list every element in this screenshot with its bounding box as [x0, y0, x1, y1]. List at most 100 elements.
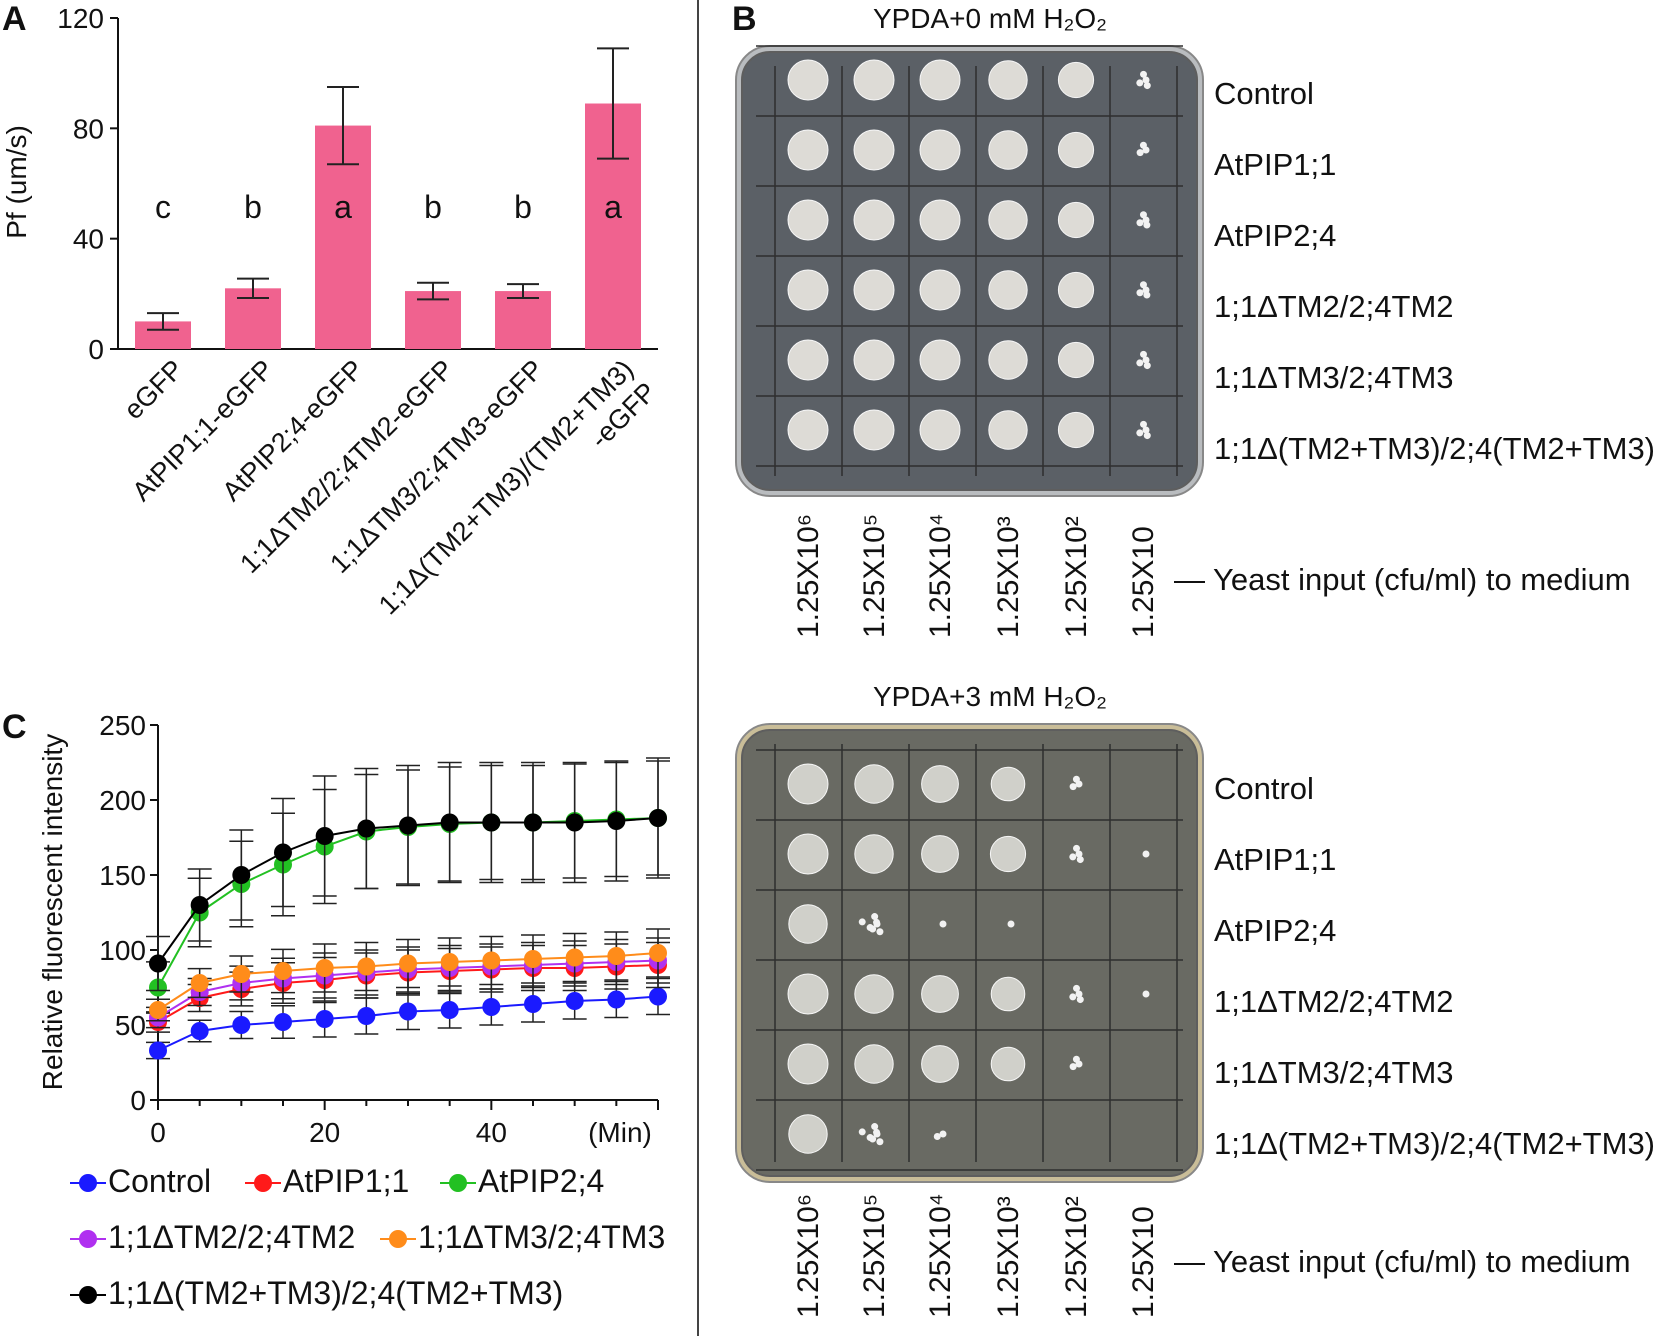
c-legend-marker — [79, 1230, 97, 1248]
b-top-colony-spot — [1057, 61, 1095, 99]
b-bottom-colony-spot — [854, 764, 894, 804]
c-y-tick-label: 250 — [99, 710, 146, 741]
b-bottom-colony-dot — [939, 1130, 947, 1138]
b-top-row-label: Control — [1214, 76, 1314, 111]
c-data-point — [315, 959, 334, 977]
b-bottom-dilution-label: 1.25X10⁴ — [924, 1193, 957, 1318]
a-category-label: eGFP — [118, 354, 189, 425]
c-data-point — [149, 954, 167, 973]
b-top-colony-spot — [919, 409, 961, 451]
c-data-point — [232, 1016, 251, 1034]
c-x-tick-label: 40 — [476, 1117, 507, 1148]
b-bottom-colony-dot — [1142, 850, 1150, 858]
b-bottom-colony-spot — [921, 975, 959, 1013]
c-data-point — [399, 816, 417, 835]
c-data-point — [274, 1013, 292, 1031]
a-significance-letter: a — [334, 189, 352, 225]
b-top-colony-spot — [988, 60, 1028, 100]
b-top-dilution-label: 1.25X10² — [1060, 516, 1093, 638]
b-top-colony-dot — [1139, 211, 1147, 219]
b-bottom-colony-dot — [876, 1138, 884, 1146]
a-significance-letter: a — [604, 189, 622, 225]
c-x-tick-label: 0 — [150, 1117, 166, 1148]
c-legend-marker — [79, 1286, 97, 1304]
c-data-point — [607, 812, 626, 830]
b-bottom-colony-dot — [1076, 856, 1084, 864]
b-bottom-colony-spot — [787, 973, 829, 1015]
b-top-colony-spot — [1057, 201, 1095, 239]
b-bottom-colony-dot — [1072, 844, 1080, 852]
b-top-colony-dot — [1139, 420, 1147, 428]
b-top-colony-spot — [988, 130, 1028, 170]
b-top-colony-dot — [1139, 70, 1147, 78]
b-bottom-colony-spot — [921, 1045, 959, 1083]
c-y-tick-label: 150 — [99, 860, 146, 891]
c-data-point — [149, 1041, 167, 1060]
b-bottom-colony-spot — [854, 834, 894, 874]
c-data-point — [190, 896, 209, 914]
c-data-point — [399, 1002, 417, 1021]
b-bottom-colony-dot — [1069, 993, 1077, 1001]
c-x-axis-label: (Min) — [588, 1117, 652, 1148]
b-bottom-colony-spot — [788, 1114, 828, 1154]
b-bottom-colony-dot — [1072, 775, 1080, 783]
b-top-row-label: 1;1ΔTM2/2;4TM2 — [1214, 289, 1454, 324]
c-y-tick-label: 200 — [99, 785, 146, 816]
b-top-colony-spot — [988, 270, 1028, 310]
b-top-colony-spot — [919, 129, 961, 171]
c-data-point — [524, 813, 542, 832]
panel-letter-b: B — [732, 0, 757, 38]
b-bottom-colony-spot — [990, 766, 1026, 802]
panel-letter-a: A — [2, 0, 27, 38]
b-bottom-dilution-label: 1.25X10⁶ — [792, 1194, 825, 1318]
b-bottom-colony-dot — [858, 918, 866, 926]
b-bottom-row-label: Control — [1214, 771, 1314, 806]
c-data-point — [565, 948, 584, 967]
b-bottom-colony-spot — [990, 976, 1026, 1012]
b-top-colony-spot — [853, 129, 895, 171]
c-legend-label: 1;1ΔTM2/2;4TM2 — [108, 1219, 355, 1255]
b-bottom-colony-dot — [1076, 996, 1084, 1004]
c-data-point — [440, 813, 459, 832]
b-top-colony-spot — [787, 129, 829, 171]
b-bottom-colony-dot — [1069, 783, 1077, 791]
b-bottom-colony-dot — [1142, 990, 1150, 998]
c-y-tick-label: 0 — [130, 1085, 146, 1116]
b-bottom-colony-spot — [854, 1044, 894, 1084]
b-bottom-colony-dot — [876, 928, 884, 936]
b-top-colony-spot — [853, 409, 895, 451]
c-data-point — [440, 1001, 459, 1019]
b-bottom-row-label: 1;1ΔTM3/2;4TM3 — [1214, 1055, 1454, 1090]
c-legend-marker — [79, 1174, 97, 1192]
b-bottom-colony-dot — [1072, 984, 1080, 992]
c-data-point — [524, 950, 542, 968]
b-bottom-colony-dot — [1007, 920, 1015, 928]
c-data-point — [524, 995, 542, 1013]
b-top-colony-dot — [1136, 149, 1144, 157]
b-top-dilution-label: 1.25X10⁶ — [792, 514, 825, 638]
b-top-colony-dot — [1143, 221, 1151, 229]
c-legend-marker — [389, 1230, 407, 1248]
b-bottom-colony-spot — [921, 765, 959, 803]
b-top-dilution-caption: — Yeast input (cfu/ml) to medium — [1174, 562, 1631, 597]
b-bottom-colony-spot — [921, 835, 959, 873]
b-bottom-dilution-label: 1.25X10² — [1060, 1196, 1093, 1318]
b-bottom-title: YPDA+3 mM H₂O₂ — [873, 681, 1107, 712]
a-bar — [495, 291, 551, 349]
b-top-colony-spot — [919, 269, 961, 311]
b-bottom-dilution-label: 1.25X10 — [1127, 1206, 1160, 1318]
c-data-point — [607, 947, 626, 965]
b-top-colony-spot — [787, 339, 829, 381]
a-y-tick-label: 40 — [73, 224, 104, 255]
b-top-colony-dot — [1143, 82, 1151, 90]
b-top-colony-dot — [1136, 359, 1144, 367]
c-data-point — [232, 866, 251, 884]
c-data-point — [357, 819, 376, 838]
b-top-colony-spot — [853, 339, 895, 381]
b-top-colony-spot — [1057, 411, 1095, 449]
b-top-colony-dot — [1143, 432, 1151, 440]
c-data-point — [149, 1001, 167, 1019]
c-data-point — [607, 990, 626, 1009]
b-bottom-colony-spot — [989, 835, 1027, 873]
b-top-colony-spot — [919, 199, 961, 241]
